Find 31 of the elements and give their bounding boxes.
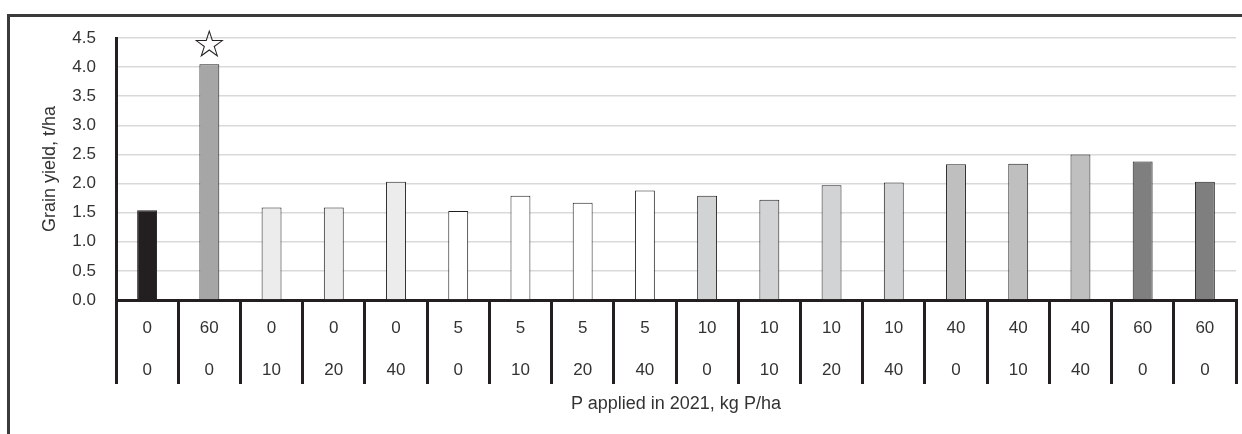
category-label: 40 10 (1008, 318, 1028, 379)
category-label: 5 40 (635, 318, 655, 379)
category-label: 10 0 (697, 318, 717, 379)
y-tick-label: 0.0 (72, 289, 96, 309)
category-label: 10 10 (759, 318, 779, 379)
y-tick-label: 3.5 (72, 85, 96, 105)
category-label: 5 0 (453, 318, 463, 379)
annotation: ☆ (192, 22, 227, 67)
x-axis-title: P applied in 2021, kg P/ha (571, 393, 782, 414)
category-label: 5 10 (510, 318, 530, 379)
y-tick-label: 4.5 (72, 27, 96, 47)
category-label: 10 20 (822, 318, 842, 379)
category-label: 10 40 (884, 318, 904, 379)
y-tick-label: 2.0 (72, 173, 96, 193)
category-label: 5 20 (573, 318, 593, 379)
y-axis-title: Grain yield, t/ha (38, 104, 59, 233)
y-tick-label: 0.5 (72, 260, 96, 280)
y-tick-label: 2.5 (72, 144, 96, 164)
y-tick-label: 3.0 (72, 115, 96, 135)
category-label: 0 0 (142, 318, 152, 379)
category-label: 60 0 (1195, 318, 1215, 379)
category-label: 0 40 (386, 318, 406, 379)
category-label: 40 40 (1070, 318, 1090, 379)
category-label: 40 0 (946, 318, 966, 379)
y-tick-label: 1.0 (72, 231, 96, 251)
y-tick-label: 4.0 (72, 56, 96, 76)
category-label: 60 0 (199, 318, 219, 379)
y-tick-label: 1.5 (72, 202, 96, 222)
category-label: 0 20 (324, 318, 344, 379)
category-label: 60 0 (1133, 318, 1153, 379)
category-label: 0 10 (262, 318, 282, 379)
